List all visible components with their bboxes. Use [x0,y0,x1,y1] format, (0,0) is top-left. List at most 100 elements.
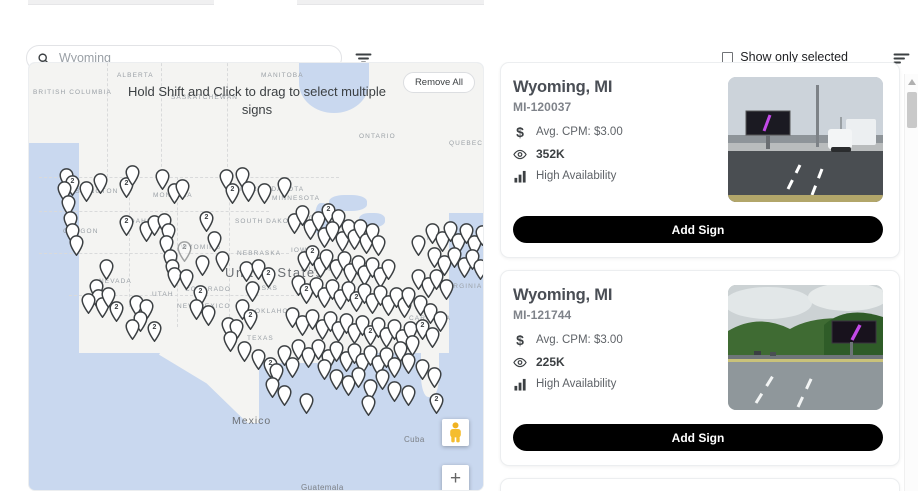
map-marker-cluster[interactable]: 2 [147,321,162,342]
add-sign-button[interactable]: Add Sign [513,424,883,451]
map-marker-pin[interactable] [277,177,292,198]
map-marker-pin[interactable] [155,169,170,190]
list-scrollbar[interactable] [904,74,918,491]
map-label-utah: UTAH [152,291,174,298]
map-zoom-in-button[interactable]: + [442,465,469,490]
map-marker-pin[interactable] [415,359,430,380]
main-content: BRITISH COLUMBIA ALBERTA SASKATCHEWAN MANIT… [0,62,920,491]
signs-map[interactable]: BRITISH COLUMBIA ALBERTA SASKATCHEWAN MANIT… [28,62,484,491]
map-marker-pin[interactable] [175,179,190,200]
map-marker-pin[interactable] [375,369,390,390]
map-marker-cluster[interactable]: 2 [225,183,240,204]
sign-card-info: Wyoming, MI MI-120037 $ Avg. CPM: $3.00 352K… [513,77,623,183]
map-marker-pin[interactable] [215,251,230,272]
map-marker-cluster[interactable]: 2 [261,267,276,288]
map-marker-pin[interactable] [371,235,386,256]
sign-thumbnail[interactable] [728,77,883,202]
map-marker-pin[interactable] [401,385,416,406]
show-only-selected-checkbox[interactable] [722,51,734,63]
map-marker-pin[interactable] [81,293,96,314]
sign-thumbnail[interactable] [728,285,883,410]
sign-card[interactable]: Wyoming, MI MI-121744 $ Avg. CPM: $3.00 225K… [500,270,900,466]
map-marker-pin[interactable] [433,311,448,332]
map-marker-pin[interactable] [265,377,280,398]
map-marker-pin[interactable] [351,367,366,388]
map-marker-pin[interactable] [387,381,402,402]
map-marker-pin[interactable] [207,231,222,252]
map-marker-pin[interactable] [295,205,310,226]
map-marker-pin[interactable] [447,247,462,268]
map-marker-pin[interactable] [429,269,444,290]
map-marker-pin[interactable] [329,369,344,390]
map-marker-count: 2 [198,288,203,295]
map-marker-pin[interactable] [299,393,314,414]
sign-cpm-value: Avg. CPM: $3.00 [536,334,623,346]
map-marker-pin[interactable] [179,269,194,290]
map-label-ontario: ONTARIO [359,133,396,140]
eye-icon [513,355,527,369]
map-marker-cluster[interactable]: 2 [119,215,134,236]
sign-title: Wyoming, MI [513,78,613,96]
map-marker-pin[interactable] [473,259,483,280]
map-marker-pin[interactable] [329,341,344,362]
map-label-mexico: Mexico [232,415,272,427]
map-marker-pin[interactable] [257,183,272,204]
map-marker-count: 2 [326,206,331,213]
map-marker-pin[interactable] [325,221,340,242]
map-marker-pin[interactable] [317,359,332,380]
map-marker-pin[interactable] [401,287,416,308]
sign-card[interactable]: Wyoming, MI MI-120037 $ Avg. CPM: $3.00 352K… [500,62,900,258]
map-marker-pin[interactable] [167,267,182,288]
map-marker-pin[interactable] [427,367,442,388]
map-marker-pin[interactable] [201,305,216,326]
map-marker-pin[interactable] [381,259,396,280]
map-marker-count: 2 [354,294,359,301]
map-marker-pin[interactable] [69,235,84,256]
add-sign-button[interactable]: Add Sign [513,216,883,243]
map-marker-count: 2 [182,244,187,251]
map-marker-cluster[interactable]: 2 [429,393,444,414]
map-marker-pin[interactable] [425,327,440,348]
map-canvas[interactable]: BRITISH COLUMBIA ALBERTA SASKATCHEWAN MANIT… [29,63,483,490]
scrollbar-thumb[interactable] [907,92,917,128]
map-marker-count: 2 [248,312,253,319]
map-marker-pin[interactable] [475,225,483,246]
map-marker-pin[interactable] [125,319,140,340]
map-marker-pin[interactable] [241,181,256,202]
map-marker-pin[interactable] [439,279,454,300]
map-label-iowa: IOWA [291,247,313,254]
pegman-streetview-icon[interactable] [442,419,469,446]
map-label-saskatchewan: SASKATCHEWAN [171,94,239,101]
map-marker-pin[interactable] [245,281,260,302]
map-marker-pin[interactable] [195,255,210,276]
map-marker-pin[interactable] [319,249,334,270]
map-marker-pin[interactable] [101,287,116,308]
signs-list: Wyoming, MI MI-120037 $ Avg. CPM: $3.00 352K… [498,62,902,491]
map-marker-pin[interactable] [99,259,114,280]
map-marker-pin[interactable] [285,357,300,378]
map-marker-cluster[interactable]: 2 [109,301,124,322]
scrollbar-up-arrow-icon[interactable] [905,76,919,88]
map-marker-pin[interactable] [411,235,426,256]
map-marker-cluster[interactable]: 2 [243,309,258,330]
map-marker-pin[interactable] [401,353,416,374]
sign-cpm-row: $ Avg. CPM: $3.00 [513,332,623,348]
remove-all-button[interactable]: Remove All [402,72,475,93]
map-marker-pin[interactable] [305,309,320,330]
map-marker-pin[interactable] [361,395,376,416]
map-marker-pin[interactable] [125,165,140,186]
sign-card-header: Wyoming, MI MI-120037 $ Avg. CPM: $3.00 352K… [513,77,883,202]
signs-list-panel[interactable]: Wyoming, MI MI-120037 $ Avg. CPM: $3.00 352K… [498,62,920,491]
search-input[interactable] [59,51,331,65]
map-marker-pin[interactable] [311,339,326,360]
map-marker-pin[interactable] [79,181,94,202]
map-marker-pin[interactable] [237,341,252,362]
map-marker-pin[interactable] [189,299,204,320]
map-marker-pin[interactable] [223,331,238,352]
map-marker-pin[interactable] [277,385,292,406]
map-marker-pin[interactable] [93,173,108,194]
map-marker-pin[interactable] [251,349,266,370]
map-marker-cluster[interactable]: 2 [199,211,214,232]
map-marker-cluster[interactable]: 2 [177,241,192,262]
